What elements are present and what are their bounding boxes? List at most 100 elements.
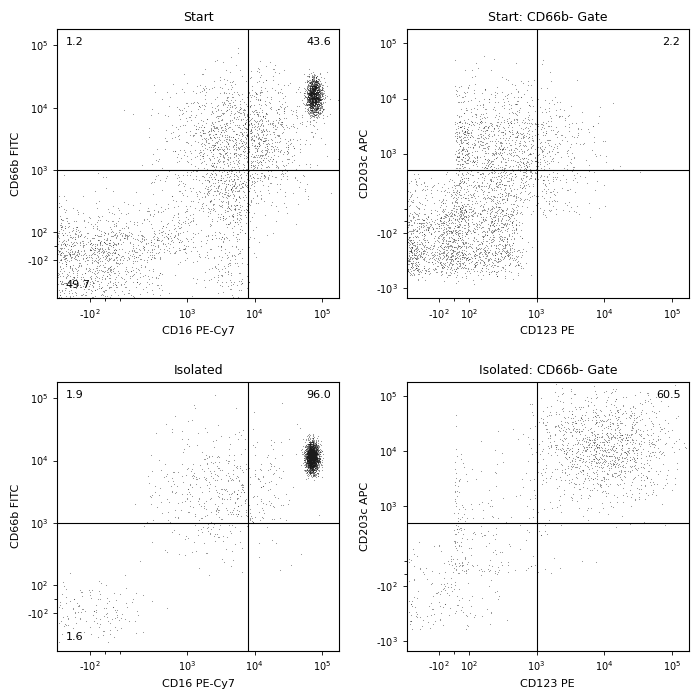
Point (300, 442, 311, 453)
Point (221, 147, 232, 158)
Point (49, 245, 60, 256)
Point (376, 251, 387, 262)
Point (314, 456, 325, 467)
Point (482, 526, 493, 537)
Point (303, 457, 314, 468)
Point (308, 460, 319, 471)
Point (457, 145, 468, 156)
Point (311, 87, 322, 98)
Point (304, 464, 315, 475)
Point (92, 257, 104, 268)
Point (241, 200, 253, 211)
Point (233, 144, 244, 155)
Point (474, 111, 485, 122)
Point (592, 438, 603, 449)
Point (477, 211, 489, 223)
Point (451, 195, 462, 206)
Point (316, 80, 327, 91)
Point (308, 454, 319, 465)
Point (482, 155, 493, 167)
Point (526, 167, 537, 178)
Point (302, 106, 314, 118)
Point (436, 230, 447, 241)
Point (624, 454, 636, 466)
Point (435, 270, 447, 281)
Point (497, 243, 508, 254)
Point (512, 160, 524, 172)
Point (635, 438, 646, 449)
Point (505, 244, 516, 255)
Point (88, 610, 99, 621)
Point (653, 447, 664, 458)
Point (172, 200, 183, 211)
Point (447, 251, 458, 262)
Point (306, 466, 317, 477)
Point (394, 188, 405, 199)
Point (90, 243, 101, 254)
Point (272, 104, 284, 115)
Point (478, 111, 489, 122)
Point (652, 430, 664, 442)
Point (657, 448, 668, 459)
Point (71, 204, 82, 216)
Point (302, 456, 313, 468)
Point (454, 209, 465, 220)
Point (386, 600, 398, 611)
Point (47, 224, 58, 235)
Point (199, 266, 211, 277)
Point (254, 124, 265, 135)
Point (477, 206, 488, 217)
Point (307, 450, 318, 461)
Point (307, 452, 318, 463)
Point (220, 232, 231, 243)
Point (299, 454, 310, 466)
Point (309, 85, 321, 96)
Point (309, 88, 320, 99)
Point (419, 229, 430, 240)
Point (309, 88, 321, 99)
Point (197, 486, 208, 498)
Point (318, 72, 330, 83)
Point (225, 184, 237, 195)
Point (246, 175, 258, 186)
Point (211, 111, 223, 122)
Point (307, 88, 318, 99)
Point (90, 274, 101, 285)
Point (223, 200, 234, 211)
Point (218, 86, 229, 97)
Point (453, 155, 464, 167)
Point (454, 162, 465, 174)
Point (230, 539, 241, 550)
Point (309, 464, 320, 475)
Point (558, 412, 569, 423)
Point (271, 160, 282, 171)
Point (402, 265, 414, 276)
Point (98, 610, 109, 622)
Point (469, 260, 480, 271)
Point (254, 103, 265, 114)
Point (393, 267, 405, 278)
Point (304, 457, 315, 468)
Point (248, 173, 259, 184)
Point (305, 451, 316, 462)
Point (263, 187, 274, 198)
Point (50, 230, 62, 241)
Point (312, 104, 323, 115)
Point (260, 116, 272, 127)
Point (197, 150, 209, 161)
Point (132, 234, 144, 246)
Point (413, 265, 424, 276)
Point (467, 111, 478, 122)
Point (202, 190, 214, 201)
Point (297, 94, 308, 105)
Point (414, 265, 426, 276)
Point (64, 244, 76, 256)
Point (26, 232, 37, 244)
Point (629, 461, 640, 472)
Point (529, 489, 540, 500)
Point (517, 183, 528, 194)
Point (246, 118, 257, 129)
Point (1, 211, 13, 223)
Point (461, 178, 472, 189)
Point (74, 612, 85, 624)
